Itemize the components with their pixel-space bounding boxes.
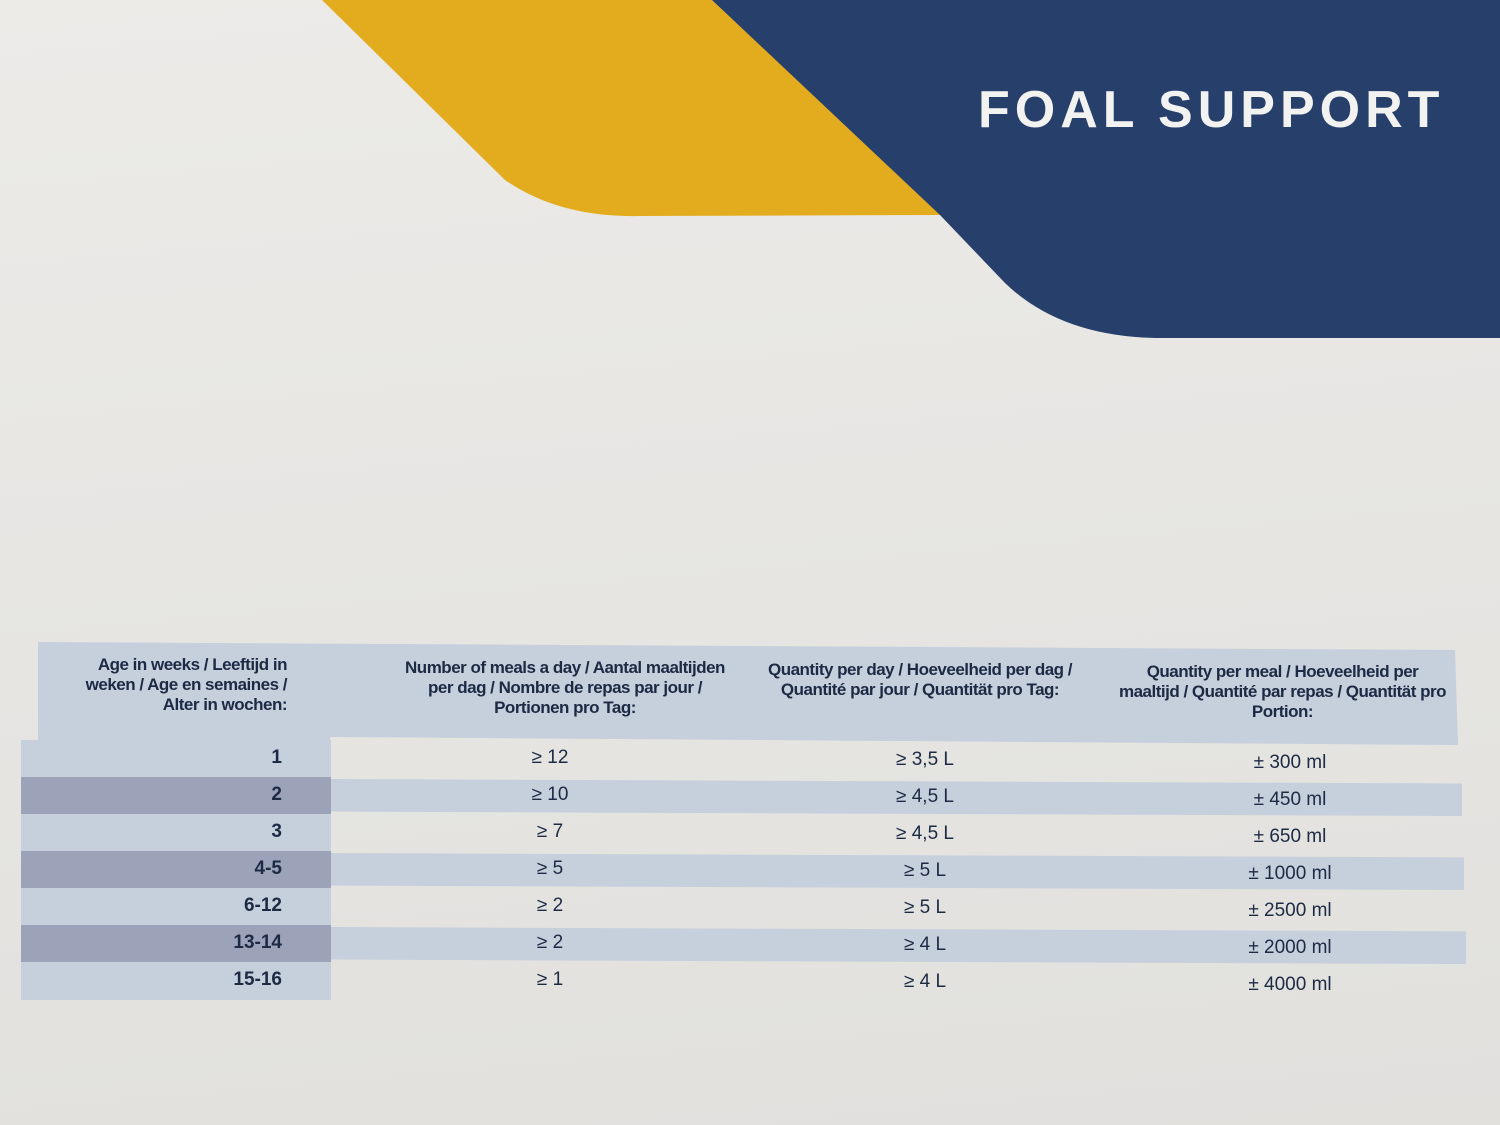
table-cell: ≥ 1 (536, 969, 564, 990)
age-cell: 2 (271, 784, 282, 805)
table-cell: ≥ 4,5 L (896, 786, 954, 807)
navy-swoosh (712, 0, 1500, 338)
table-cell: ≥ 4 L (903, 971, 947, 992)
age-cell: 15-16 (233, 969, 282, 990)
age-cell: 4-5 (254, 858, 282, 879)
table-header-cell: Quantity per day / Hoeveelheid per dag /… (767, 660, 1073, 699)
table-header-cell: Age in weeks / Leeftijd in weken / Age e… (85, 655, 288, 714)
table-header-cell: Quantity per meal / Hoeveelheid per maal… (1118, 662, 1447, 721)
table-cell: ≥ 4,5 L (896, 823, 954, 844)
table-row-stripe (331, 927, 1466, 964)
table-cell: ± 650 ml (1253, 826, 1327, 847)
table-cell: ≥ 5 L (903, 897, 947, 918)
table-cell: ≥ 2 (536, 895, 564, 916)
table-cell: ≥ 5 (536, 858, 564, 879)
table-row-stripe (331, 853, 1464, 890)
age-cell: 13-14 (233, 932, 282, 953)
table-cell: ≥ 7 (536, 821, 564, 842)
brand-banner (322, 0, 1500, 338)
age-cell: 3 (271, 821, 282, 842)
age-row-stripe (21, 925, 331, 962)
table-cell: ≥ 4 L (903, 934, 947, 955)
table-row-stripe (331, 779, 1462, 816)
table-cell: ≥ 10 (531, 784, 569, 805)
table-cell: ± 2000 ml (1248, 937, 1332, 958)
table-cell: ≥ 5 L (903, 860, 947, 881)
table-cell: ± 450 ml (1253, 789, 1327, 810)
table-cell: ± 2500 ml (1248, 900, 1332, 921)
table-header-cell: Number of meals a day / Aantal maaltijde… (405, 658, 725, 717)
age-cell: 6-12 (243, 895, 282, 916)
table-cell: ≥ 2 (536, 932, 564, 953)
product-title: FOAL SUPPORT (978, 81, 1445, 139)
table-cell: ± 1000 ml (1248, 863, 1332, 884)
table-cell: ± 300 ml (1253, 752, 1327, 773)
age-row-stripe (21, 777, 331, 814)
age-cell: 1 (271, 747, 282, 768)
table-cell: ± 4000 ml (1248, 974, 1332, 995)
table-cell: ≥ 3,5 L (896, 749, 954, 770)
age-row-stripe (21, 851, 331, 888)
table-cell: ≥ 12 (531, 747, 569, 768)
